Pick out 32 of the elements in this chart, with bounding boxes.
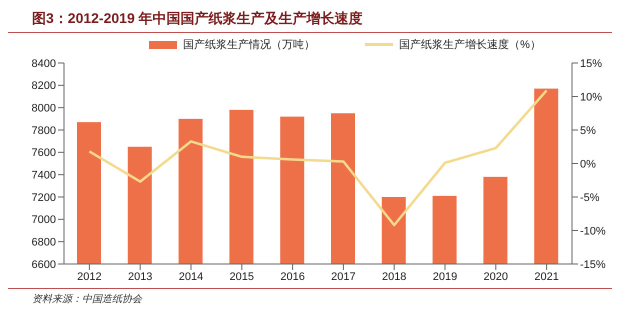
y-tick-label: 7800 — [32, 124, 56, 137]
y-tick-label: 8400 — [32, 58, 56, 70]
y2-tick-label: -15% — [580, 258, 606, 271]
x-tick-label: 2017 — [331, 270, 356, 283]
y-tick-label: 7400 — [32, 170, 56, 182]
y2-tick-label: 10% — [580, 91, 602, 104]
x-tick-label: 2015 — [230, 270, 254, 283]
y-tick-label: 8200 — [32, 80, 56, 92]
y-tick-label: 7600 — [32, 147, 56, 160]
y2-tick-label: 15% — [580, 58, 602, 70]
y-tick-label: 8000 — [32, 102, 56, 115]
y-tick-label: 7000 — [32, 214, 56, 226]
y2-tick-label: 5% — [580, 124, 596, 137]
legend-label: 国产纸浆生产增长速度（%） — [398, 38, 541, 52]
x-tick-label: 2013 — [128, 270, 152, 283]
x-tick-label: 2020 — [484, 270, 508, 283]
x-tick-label: 2021 — [534, 270, 559, 283]
y-tick-label: 6600 — [32, 258, 56, 271]
x-tick-label: 2012 — [77, 270, 102, 283]
x-tick-label: 2014 — [178, 270, 204, 283]
y2-tick-label: 0% — [580, 158, 596, 170]
y2-tick-label: -10% — [580, 225, 606, 238]
y-tick-label: 7200 — [32, 192, 56, 204]
x-tick-label: 2018 — [382, 270, 406, 283]
y2-tick-label: -5% — [580, 192, 600, 204]
x-tick-label: 2019 — [432, 270, 458, 283]
legend-label: 国产纸浆生产情况（万吨） — [182, 38, 316, 52]
y-tick-label: 6800 — [32, 236, 56, 249]
chart-title: 图3：2012-2019 年中国国产纸浆生产及生产增长速度 — [8, 8, 612, 33]
text: 资料来源：中国造纸协会 — [8, 288, 612, 306]
line-series — [88, 89, 548, 226]
x-tick-label: 2016 — [280, 270, 305, 283]
